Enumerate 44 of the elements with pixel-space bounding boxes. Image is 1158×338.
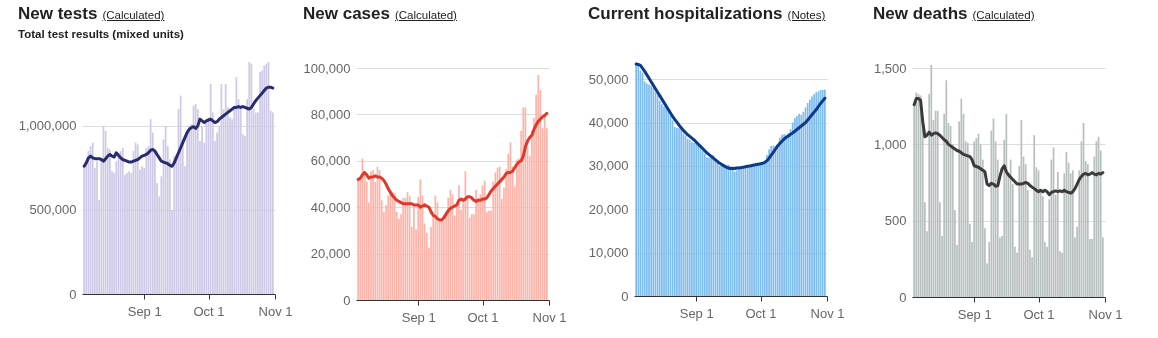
x-tick-label: Oct 1 (193, 303, 225, 319)
y-tick-label: 0 (621, 288, 629, 304)
x-tick-label: Sep 1 (957, 306, 992, 322)
x-tick-label: Nov 1 (258, 303, 293, 319)
y-tick-label: 20,000 (588, 201, 629, 217)
text: (Calculated) (394, 9, 457, 21)
x-tick-label: Nov 1 (532, 309, 567, 325)
x-tick-label: Nov 1 (1088, 306, 1123, 322)
y-tick-label: 1,000 (873, 136, 907, 152)
y-tick-label: 1,500 (873, 60, 907, 76)
y-tick-label: 50,000 (588, 71, 629, 87)
x-tick-label: Sep 1 (679, 305, 714, 321)
y-tick-label: 0 (899, 289, 907, 305)
x-tick-label: Oct 1 (467, 309, 499, 325)
y-tick-label: 40,000 (588, 115, 629, 131)
x-tick-label: Sep 1 (401, 309, 436, 325)
y-tick-label: 60,000 (310, 153, 351, 169)
text: (Calculated) (102, 9, 165, 21)
text: (Notes) (787, 9, 826, 21)
x-tick-label: Nov 1 (810, 305, 845, 321)
chart-title: Current hospitalizations (588, 4, 783, 23)
y-tick-label: 0 (69, 286, 77, 302)
line-series (912, 97, 1105, 197)
x-tick-label: Sep 1 (127, 303, 162, 319)
y-tick-label: 20,000 (310, 246, 351, 262)
y-tick-label: 80,000 (310, 106, 351, 122)
y-tick-label: 100,000 (303, 60, 351, 76)
y-tick-label: 40,000 (310, 199, 351, 215)
line-series (634, 62, 827, 171)
y-tick-label: 10,000 (588, 245, 629, 261)
y-tick-label: 500 (884, 213, 907, 229)
y-tick-label: 1,000,000 (18, 118, 77, 134)
y-tick-label: 30,000 (588, 158, 629, 174)
chart-title: New tests (18, 4, 98, 23)
line-series (356, 111, 549, 222)
chart-title: New cases (303, 4, 390, 23)
y-tick-label: 500,000 (29, 202, 77, 218)
x-tick-label: Oct 1 (1023, 306, 1055, 322)
x-tick-label: Oct 1 (745, 305, 777, 321)
text: (Calculated) (972, 9, 1035, 21)
chart-subtitle: Total test results (mixed units) (18, 28, 185, 40)
chart-title: New deaths (873, 4, 968, 23)
y-tick-label: 0 (343, 292, 351, 308)
line-series (82, 85, 275, 168)
